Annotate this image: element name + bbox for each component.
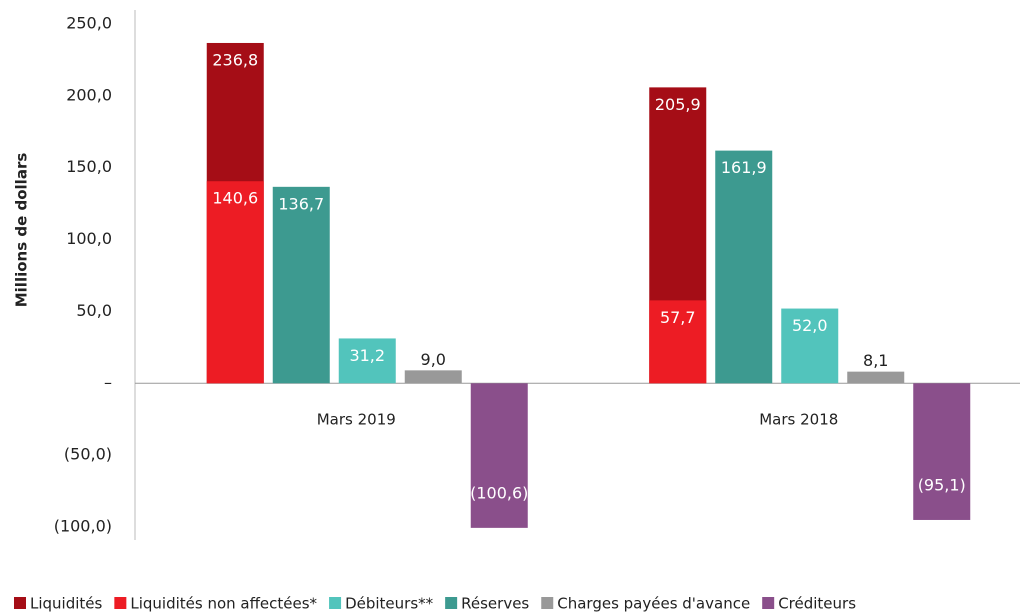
value-label: 236,8 [212,50,258,69]
y-tick-label: 150,0 [66,157,112,176]
y-tick-label: 100,0 [66,229,112,248]
bar [781,308,839,384]
y-tick-label: (50,0) [64,445,112,464]
value-label: 31,2 [349,346,385,365]
x-tick-label: Mars 2018 [759,411,838,429]
value-label: 52,0 [792,316,828,335]
y-tick-label: (100,0) [54,517,112,536]
legend-swatch [541,597,554,609]
legend-label: Débiteurs** [345,595,434,613]
value-label: 8,1 [863,351,888,370]
x-tick-label: Mars 2019 [317,411,396,429]
value-label: 140,6 [212,189,258,208]
legend-swatch [762,597,775,609]
y-tick-label: – [104,373,112,392]
value-label: (100,6) [470,483,528,502]
value-label: 57,7 [660,308,696,327]
bar [206,181,264,384]
bar [715,150,773,384]
legend-label: Réserves [461,595,529,613]
legend-swatch [14,597,26,609]
bar [272,186,330,384]
legend-swatch [445,597,458,609]
bar [404,370,462,384]
y-tick-label: 50,0 [76,301,112,320]
y-tick-label: 200,0 [66,85,112,104]
value-label: 205,9 [655,95,701,114]
value-label: 9,0 [421,350,446,369]
bar [470,383,528,528]
bar [913,383,971,520]
legend-swatch [114,597,127,609]
y-axis-title: Millions de dollars [13,153,31,308]
bar [649,300,707,384]
y-tick-label: 250,0 [66,14,112,33]
value-label: 161,9 [721,158,767,177]
legend-label: Créditeurs [778,595,856,613]
legend-swatch [329,597,342,609]
value-label: (95,1) [918,475,966,494]
bar [338,338,396,384]
legend-label: Liquidités [30,595,103,613]
legend-label: Charges payées d'avance [557,595,750,613]
value-label: 136,7 [278,194,324,213]
bar [847,371,905,384]
legend-label: Liquidités non affectées* [130,595,317,613]
